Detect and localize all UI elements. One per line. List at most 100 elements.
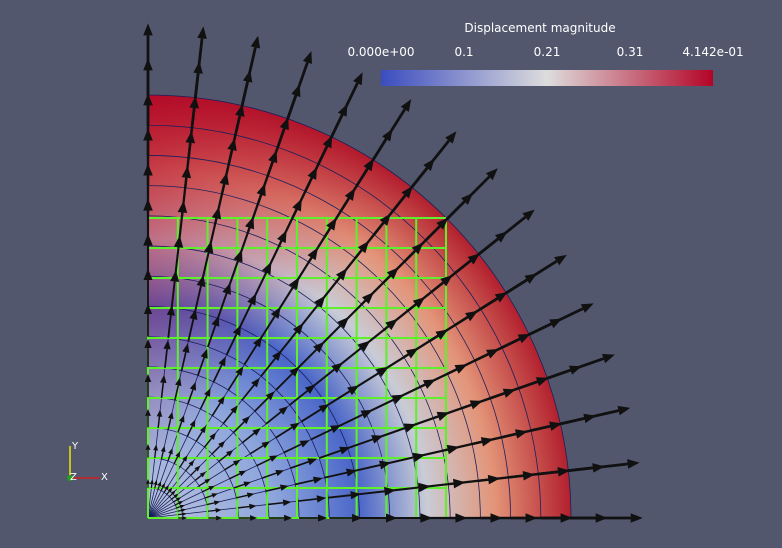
mesh-arc xyxy=(147,396,270,519)
arrow-head xyxy=(318,403,330,413)
arrow-head xyxy=(216,515,223,521)
arrow-shaft xyxy=(207,325,217,348)
arrow-head xyxy=(318,514,328,522)
arrow-shaft xyxy=(404,415,439,430)
axes-triad: Y Z X xyxy=(67,441,108,483)
colorbar-tick-label: 0.31 xyxy=(617,45,644,59)
arrow-head xyxy=(182,516,188,520)
arrow-shaft xyxy=(167,418,172,430)
arrow-shaft xyxy=(227,373,240,391)
arrow-head xyxy=(197,26,207,39)
arrow-shaft xyxy=(197,357,205,376)
arrow-shaft xyxy=(167,453,172,462)
arrow-head xyxy=(153,444,159,451)
arrow-head xyxy=(189,419,196,428)
arrow-head xyxy=(170,490,176,496)
arrow-shaft xyxy=(206,502,215,506)
arrow-shaft xyxy=(388,486,419,492)
arrow-shaft xyxy=(207,509,216,512)
arrow-shaft xyxy=(174,247,180,278)
arrow-shaft xyxy=(279,331,298,354)
arrow-head xyxy=(175,377,182,387)
arrow-shaft xyxy=(198,481,207,487)
arrow-shaft xyxy=(186,425,193,437)
arrow-shaft xyxy=(174,385,180,401)
arrow-head xyxy=(279,484,289,491)
arrow-shaft xyxy=(298,498,318,502)
arrow-head xyxy=(177,501,184,505)
z-axis xyxy=(67,475,73,481)
arrow-shaft xyxy=(318,324,342,348)
y-label: Y xyxy=(71,441,79,452)
arrow-shaft xyxy=(173,456,179,464)
arrow-head xyxy=(352,513,363,523)
arrow-shaft xyxy=(199,395,208,410)
arrow-shaft xyxy=(212,364,223,383)
arrow-shaft xyxy=(260,357,276,377)
arrow-shaft xyxy=(358,490,385,496)
arrow-head xyxy=(182,455,188,462)
arrow-head xyxy=(175,451,181,458)
arrow-shaft xyxy=(222,411,234,425)
arrow-shaft xyxy=(176,506,181,509)
arrow-head xyxy=(209,432,217,440)
arrow-shaft xyxy=(241,432,255,444)
arrow-shaft xyxy=(157,485,160,490)
arrow-shaft xyxy=(283,443,302,454)
arrow-head xyxy=(350,491,361,500)
arrow-shaft xyxy=(505,260,558,295)
arrow-head xyxy=(312,476,323,484)
arrow-shaft xyxy=(195,431,203,442)
arrow-shaft xyxy=(268,501,284,506)
arrow-shaft xyxy=(187,318,195,342)
arrow-shaft xyxy=(371,108,406,161)
arrow-head xyxy=(146,478,150,484)
colorbar-ticks: 0.000e+00 0.1 0.21 0.31 4.142e-01 xyxy=(347,45,743,59)
arrow-shaft xyxy=(211,445,221,455)
arrow-shaft xyxy=(179,459,185,468)
arrow-shaft xyxy=(339,299,367,327)
arrow-head xyxy=(157,481,162,487)
arrow-head xyxy=(339,446,351,455)
arrow-head xyxy=(238,470,247,477)
arrow-shaft xyxy=(324,471,348,479)
arrow-head xyxy=(230,405,238,414)
arrow-head xyxy=(166,305,175,316)
arrow-head xyxy=(275,469,285,477)
arrow-head xyxy=(173,493,179,499)
arrow-shaft xyxy=(326,390,351,407)
arrow-head xyxy=(241,416,250,425)
arrow-head xyxy=(145,408,151,416)
arrow-shaft xyxy=(251,272,268,301)
colorbar-tick-label: 0.000e+00 xyxy=(347,45,414,59)
arrow-shaft xyxy=(174,502,179,506)
arrow-shaft xyxy=(290,461,309,469)
arrow-shaft xyxy=(286,61,309,120)
arrow-head xyxy=(213,500,221,506)
arrow-shaft xyxy=(193,38,204,98)
arrow-shaft xyxy=(168,493,173,498)
arrow-shaft xyxy=(264,240,283,274)
arrow-shaft xyxy=(157,416,161,429)
arrow-shaft xyxy=(265,411,282,425)
arrow-head xyxy=(445,131,457,144)
arrow-shaft xyxy=(392,383,426,402)
colorbar-tick-label: 0.1 xyxy=(454,45,473,59)
arrow-shaft xyxy=(202,487,210,493)
arrow-head xyxy=(617,405,631,416)
arrow-shaft xyxy=(295,479,314,486)
z-label: Z xyxy=(70,472,77,483)
mesh-arc xyxy=(147,366,300,519)
arrow-shaft xyxy=(259,315,276,340)
arrow-head xyxy=(167,411,174,420)
arrow-head xyxy=(149,479,154,485)
colorbar-tick-label: 0.21 xyxy=(534,45,561,59)
arrow-shaft xyxy=(546,357,605,380)
arrow-shaft xyxy=(289,390,309,406)
arrow-shaft xyxy=(229,473,241,480)
colorbar-tick-label: 4.142e-01 xyxy=(682,45,743,59)
arrow-shaft xyxy=(154,450,157,459)
x-label: X xyxy=(101,472,108,483)
arrow-head xyxy=(307,458,318,466)
